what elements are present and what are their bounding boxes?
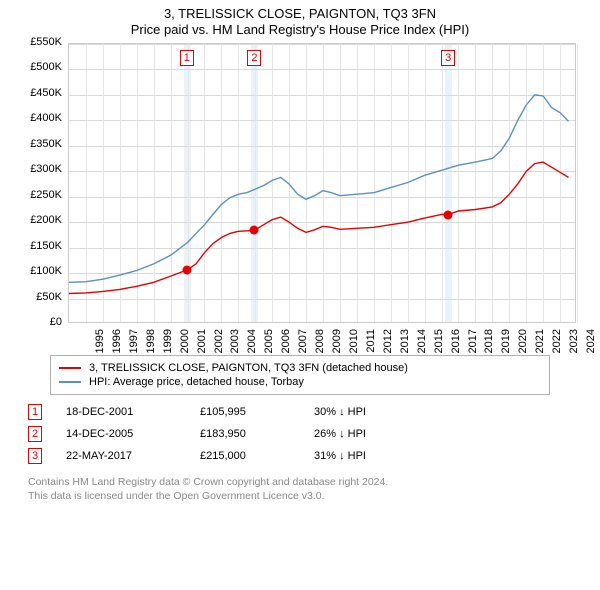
footnote-line: This data is licensed under the Open Gov… <box>28 489 572 503</box>
transaction-row: 1 18-DEC-2001 £105,995 30% ↓ HPI <box>28 401 572 423</box>
transaction-price: £215,000 <box>200 450 290 462</box>
transaction-row: 3 22-MAY-2017 £215,000 31% ↓ HPI <box>28 445 572 467</box>
legend: 3, TRELISSICK CLOSE, PAIGNTON, TQ3 3FN (… <box>50 355 550 395</box>
chart-area: 1 2 3 £0 £50K £100K £150K £200K £250K £300K £350K £… <box>20 43 580 351</box>
y-axis-label: £250K <box>20 189 62 201</box>
y-axis-label: £350K <box>20 138 62 150</box>
y-axis-label: £0 <box>20 316 62 328</box>
x-axis-label: 2017 <box>467 329 479 357</box>
chart-title: 3, TRELISSICK CLOSE, PAIGNTON, TQ3 3FN <box>0 0 600 22</box>
x-axis-label: 2021 <box>534 329 546 357</box>
transaction-hpi-diff: 30% ↓ HPI <box>314 406 404 418</box>
chart-subtitle: Price paid vs. HM Land Registry's House … <box>0 22 600 43</box>
legend-swatch <box>59 381 81 383</box>
x-axis-label: 1995 <box>94 329 106 357</box>
transaction-row: 2 14-DEC-2005 £183,950 26% ↓ HPI <box>28 423 572 445</box>
legend-label: 3, TRELISSICK CLOSE, PAIGNTON, TQ3 3FN (… <box>89 362 408 374</box>
transaction-date: 18-DEC-2001 <box>66 406 176 418</box>
x-axis-label: 2016 <box>450 329 462 357</box>
event-marker-box: 1 <box>180 50 194 66</box>
x-axis-label: 2019 <box>500 329 512 357</box>
legend-item: HPI: Average price, detached house, Torb… <box>59 375 541 389</box>
series-svg <box>69 44 577 324</box>
x-axis-label: 2007 <box>297 329 309 357</box>
x-axis-label: 1997 <box>128 329 140 357</box>
x-axis-label: 2005 <box>263 329 275 357</box>
legend-label: HPI: Average price, detached house, Torb… <box>89 376 304 388</box>
event-marker-dot <box>444 210 453 219</box>
gridline-v <box>577 44 578 322</box>
y-axis-label: £300K <box>20 163 62 175</box>
x-axis-label: 1998 <box>145 329 157 357</box>
transaction-list: 1 18-DEC-2001 £105,995 30% ↓ HPI 2 14-DEC-200… <box>28 401 572 467</box>
transaction-hpi-diff: 31% ↓ HPI <box>314 450 404 462</box>
x-axis-label: 2012 <box>382 329 394 357</box>
x-axis-label: 2014 <box>416 329 428 357</box>
x-axis-label: 2022 <box>551 329 563 357</box>
event-marker-dot <box>250 226 259 235</box>
x-axis-label: 2015 <box>433 329 445 357</box>
x-axis-label: 1999 <box>162 329 174 357</box>
x-axis-label: 2000 <box>179 329 191 357</box>
x-axis-label: 2008 <box>314 329 326 357</box>
y-axis-label: £550K <box>20 36 62 48</box>
x-axis-label: 2024 <box>585 329 597 357</box>
y-axis-label: £500K <box>20 61 62 73</box>
x-axis-label: 2020 <box>517 329 529 357</box>
x-axis-label: 2023 <box>568 329 580 357</box>
y-axis-label: £400K <box>20 112 62 124</box>
y-axis-label: £450K <box>20 87 62 99</box>
x-axis-label: 2018 <box>483 329 495 357</box>
transaction-price: £183,950 <box>200 428 290 440</box>
legend-item: 3, TRELISSICK CLOSE, PAIGNTON, TQ3 3FN (… <box>59 361 541 375</box>
y-axis-label: £50K <box>20 291 62 303</box>
transaction-date: 22-MAY-2017 <box>66 450 176 462</box>
event-marker-dot <box>182 266 191 275</box>
x-axis-label: 2013 <box>399 329 411 357</box>
transaction-hpi-diff: 26% ↓ HPI <box>314 428 404 440</box>
transaction-number-box: 3 <box>28 448 42 464</box>
transaction-number-box: 2 <box>28 426 42 442</box>
x-axis-label: 2011 <box>365 329 377 357</box>
y-axis-label: £200K <box>20 214 62 226</box>
transaction-date: 14-DEC-2005 <box>66 428 176 440</box>
x-axis-label: 2004 <box>246 329 258 357</box>
x-axis-label: 2010 <box>348 329 360 357</box>
x-axis-label: 2002 <box>213 329 225 357</box>
plot-region: 1 2 3 <box>68 43 576 323</box>
x-axis-label: 1996 <box>111 329 123 357</box>
transaction-number-box: 1 <box>28 404 42 420</box>
event-marker-box: 3 <box>441 50 455 66</box>
footnote-line: Contains HM Land Registry data © Crown c… <box>28 475 572 489</box>
x-axis-label: 2001 <box>196 329 208 357</box>
x-axis-label: 2009 <box>331 329 343 357</box>
legend-swatch <box>59 367 81 369</box>
series-hpi <box>69 95 569 282</box>
footnote: Contains HM Land Registry data © Crown c… <box>28 475 572 503</box>
y-axis-label: £150K <box>20 240 62 252</box>
y-axis-label: £100K <box>20 265 62 277</box>
series-property <box>69 162 569 293</box>
x-axis-label: 2003 <box>229 329 241 357</box>
transaction-price: £105,995 <box>200 406 290 418</box>
event-marker-box: 2 <box>247 50 261 66</box>
x-axis-label: 2006 <box>280 329 292 357</box>
